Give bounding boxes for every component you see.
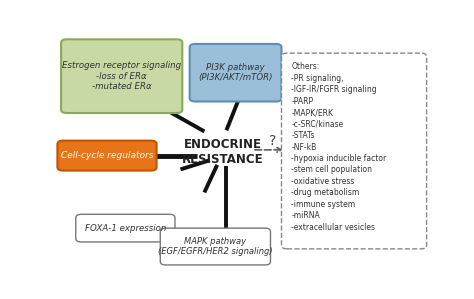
FancyBboxPatch shape [282, 53, 427, 249]
FancyBboxPatch shape [57, 141, 156, 170]
FancyBboxPatch shape [190, 44, 282, 101]
Text: ?: ? [269, 134, 277, 148]
Text: PI3K pathway
(PI3K/AKT/mTOR): PI3K pathway (PI3K/AKT/mTOR) [198, 63, 273, 83]
Text: ENDOCRINE
RESISTANCE: ENDOCRINE RESISTANCE [182, 138, 264, 166]
FancyBboxPatch shape [76, 214, 175, 242]
Text: Estrogen receptor signaling
-loss of ERα
-mutated ERα: Estrogen receptor signaling -loss of ERα… [62, 61, 181, 91]
Text: FOXA-1 expression: FOXA-1 expression [85, 224, 166, 233]
Text: Cell-cycle regulators: Cell-cycle regulators [61, 151, 153, 160]
Text: Others:
-PR signaling,
-IGF-IR/FGFR signaling
-PARP
-MAPK/ERK
-c-SRC/kinase
-STA: Others: -PR signaling, -IGF-IR/FGFR sign… [292, 62, 387, 232]
FancyBboxPatch shape [160, 228, 271, 265]
FancyBboxPatch shape [61, 39, 182, 113]
Text: MAPK pathway
(EGF/EGFR/HER2 signaling): MAPK pathway (EGF/EGFR/HER2 signaling) [158, 237, 273, 256]
